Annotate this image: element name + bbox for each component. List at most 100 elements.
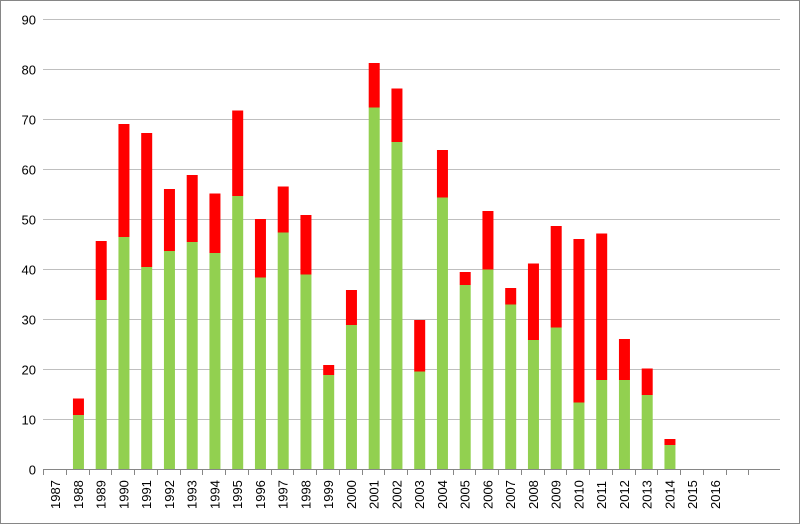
x-tick-label: 2016 xyxy=(708,480,723,509)
bar-segment-green xyxy=(368,107,380,469)
bars xyxy=(72,63,676,469)
bar-segment-red xyxy=(254,219,266,278)
x-tick-label: 1999 xyxy=(321,480,336,509)
bar-segment-green xyxy=(527,340,539,469)
bar-segment-red xyxy=(323,365,335,375)
x-tick-label: 2004 xyxy=(435,480,450,509)
bar-segment-green xyxy=(505,304,517,469)
bar-segment-red xyxy=(527,263,539,340)
bar-segment-green xyxy=(664,445,676,469)
x-tick-label: 2003 xyxy=(412,480,427,509)
bar-segment-red xyxy=(664,439,676,445)
bar-segment-red xyxy=(118,124,130,237)
x-tick-label: 2012 xyxy=(617,480,632,509)
bar-segment-red xyxy=(573,239,585,403)
x-tick-label: 2005 xyxy=(458,480,473,509)
bar-segment-green xyxy=(186,242,198,469)
bar-segment-green xyxy=(345,325,357,469)
bar-segment-green xyxy=(163,251,175,469)
y-axis-ticks: 0 10 20 30 40 50 60 70 80 90 xyxy=(22,13,36,478)
x-tick-label: 2011 xyxy=(594,481,609,509)
bar-segment-green xyxy=(482,269,494,469)
x-tick-label: 1992 xyxy=(162,480,177,509)
bar-segment-green xyxy=(95,300,107,469)
bar-segment-green xyxy=(573,402,585,469)
bar-segment-red xyxy=(300,215,312,275)
x-tick-label: 2010 xyxy=(571,480,586,509)
x-tick-label: 1988 xyxy=(71,480,86,509)
bar-segment-red xyxy=(72,398,84,415)
y-tick-label: 60 xyxy=(22,163,36,178)
bar-segment-red xyxy=(618,339,630,380)
bar-segment-green xyxy=(596,380,608,469)
y-tick-label: 40 xyxy=(22,263,36,278)
bar-segment-red xyxy=(277,186,289,233)
bar-segment-red xyxy=(232,110,244,196)
x-tick-label: 1989 xyxy=(94,480,109,509)
bar-segment-green xyxy=(618,380,630,469)
bar-segment-green xyxy=(436,197,448,469)
x-tick-label: 1996 xyxy=(253,480,268,509)
bar-segment-red xyxy=(391,88,403,142)
bar-segment-red xyxy=(436,150,448,198)
bar-segment-green xyxy=(209,253,221,469)
x-tick-label: 2006 xyxy=(480,480,495,509)
y-tick-label: 0 xyxy=(29,463,36,478)
bar-segment-green xyxy=(277,232,289,469)
bar-segment-red xyxy=(186,175,198,242)
gridlines xyxy=(43,19,780,420)
bar-segment-green xyxy=(414,371,426,469)
bar-segment-red xyxy=(482,211,494,270)
x-axis xyxy=(43,469,780,475)
x-tick-label: 1993 xyxy=(185,480,200,509)
x-tick-label: 1995 xyxy=(230,480,245,509)
bar-segment-red xyxy=(163,189,175,251)
y-tick-label: 70 xyxy=(22,113,36,128)
x-tick-label: 2001 xyxy=(367,480,382,509)
y-tick-label: 30 xyxy=(22,313,36,328)
x-tick-label: 2002 xyxy=(389,480,404,509)
bar-segment-red xyxy=(414,320,426,372)
bar-segment-red xyxy=(141,133,153,267)
y-tick-label: 80 xyxy=(22,63,36,78)
bar-segment-green xyxy=(300,274,312,469)
bar-segment-red xyxy=(209,193,221,253)
bar-segment-green xyxy=(118,237,130,469)
bar-segment-red xyxy=(505,288,517,305)
x-tick-label: 2015 xyxy=(685,480,700,509)
bar-segment-red xyxy=(459,272,471,285)
x-tick-label: 2007 xyxy=(503,480,518,509)
y-tick-label: 90 xyxy=(22,13,36,28)
bar-segment-green xyxy=(72,415,84,469)
bar-segment-green xyxy=(391,142,403,469)
x-tick-label: 2014 xyxy=(662,480,677,509)
x-tick-label: 1991 xyxy=(139,480,154,509)
x-tick-label: 2000 xyxy=(344,480,359,509)
bar-segment-green xyxy=(641,395,653,469)
bar-segment-green xyxy=(323,375,335,469)
x-tick-label: 1997 xyxy=(276,480,291,509)
bar-segment-red xyxy=(95,241,107,300)
bar-segment-red xyxy=(345,290,357,325)
bar-segment-green xyxy=(232,196,244,469)
y-tick-label: 20 xyxy=(22,363,36,378)
bar-segment-green xyxy=(550,327,562,469)
x-tick-label: 1990 xyxy=(116,480,131,509)
bar-segment-green xyxy=(254,277,266,469)
y-tick-label: 10 xyxy=(22,413,36,428)
x-tick-label: 1998 xyxy=(298,480,313,509)
y-tick-label: 50 xyxy=(22,213,36,228)
x-tick-label: 2013 xyxy=(640,480,655,509)
bar-segment-red xyxy=(368,63,380,108)
bar-segment-red xyxy=(550,226,562,328)
x-tick-label: 1994 xyxy=(207,480,222,509)
bar-segment-green xyxy=(459,285,471,469)
x-axis-ticks: 1987 1988 1989 1990 1991 1992 1993 1994 1995 1996… xyxy=(48,480,723,509)
bar-segment-red xyxy=(641,368,653,395)
bar-segment-green xyxy=(141,267,153,469)
x-tick-label: 1987 xyxy=(48,480,63,509)
x-tick-label: 2009 xyxy=(549,480,564,509)
bar-segment-red xyxy=(596,233,608,380)
